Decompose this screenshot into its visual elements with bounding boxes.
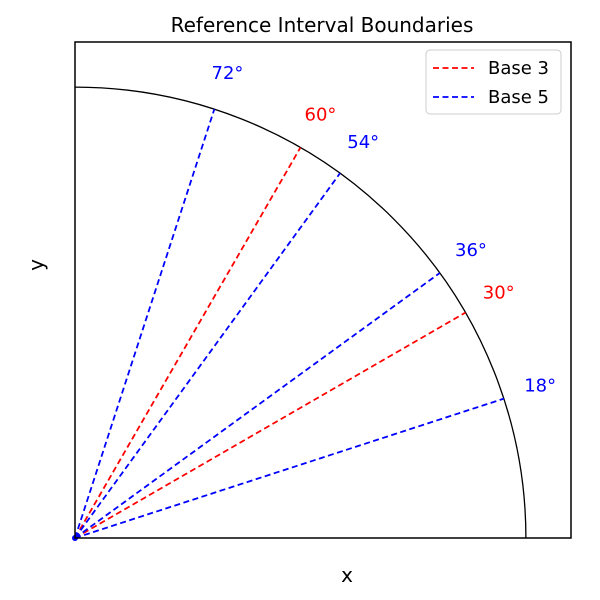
boundary-line-base-5-36 xyxy=(74,272,441,539)
arc-layer xyxy=(74,86,527,539)
angle-label-72: 72° xyxy=(212,63,244,84)
plot-area: 30° 60° 18° 36° 54° 72° xyxy=(72,41,572,541)
angle-label-60: 60° xyxy=(305,104,337,125)
boundary-line-base-5-72 xyxy=(74,108,216,539)
boundary-line-base-5-18 xyxy=(74,397,505,539)
y-axis-label: y xyxy=(24,259,48,271)
angle-label-54: 54° xyxy=(347,132,379,153)
angle-label-36: 36° xyxy=(455,240,487,261)
x-axis-label: x xyxy=(341,563,353,587)
legend: Base 3 Base 5 xyxy=(425,49,562,115)
lines-layer xyxy=(72,108,505,541)
legend-box xyxy=(425,49,562,115)
angle-label-18: 18° xyxy=(524,376,556,397)
plot-frame xyxy=(74,41,572,539)
chart-title: Reference Interval Boundaries xyxy=(171,13,474,37)
boundary-line-base-3-30 xyxy=(74,311,466,539)
legend-items: Base 3 Base 5 xyxy=(433,58,549,108)
boundary-line-base-5-54 xyxy=(74,172,341,539)
legend-label-0: Base 3 xyxy=(488,58,549,79)
labels-layer: 30° 60° 18° 36° 54° 72° xyxy=(212,63,557,397)
boundary-line-base-3-60 xyxy=(74,147,302,539)
reference-arc xyxy=(74,86,527,539)
legend-label-1: Base 5 xyxy=(488,87,549,108)
angle-label-30: 30° xyxy=(483,283,515,304)
